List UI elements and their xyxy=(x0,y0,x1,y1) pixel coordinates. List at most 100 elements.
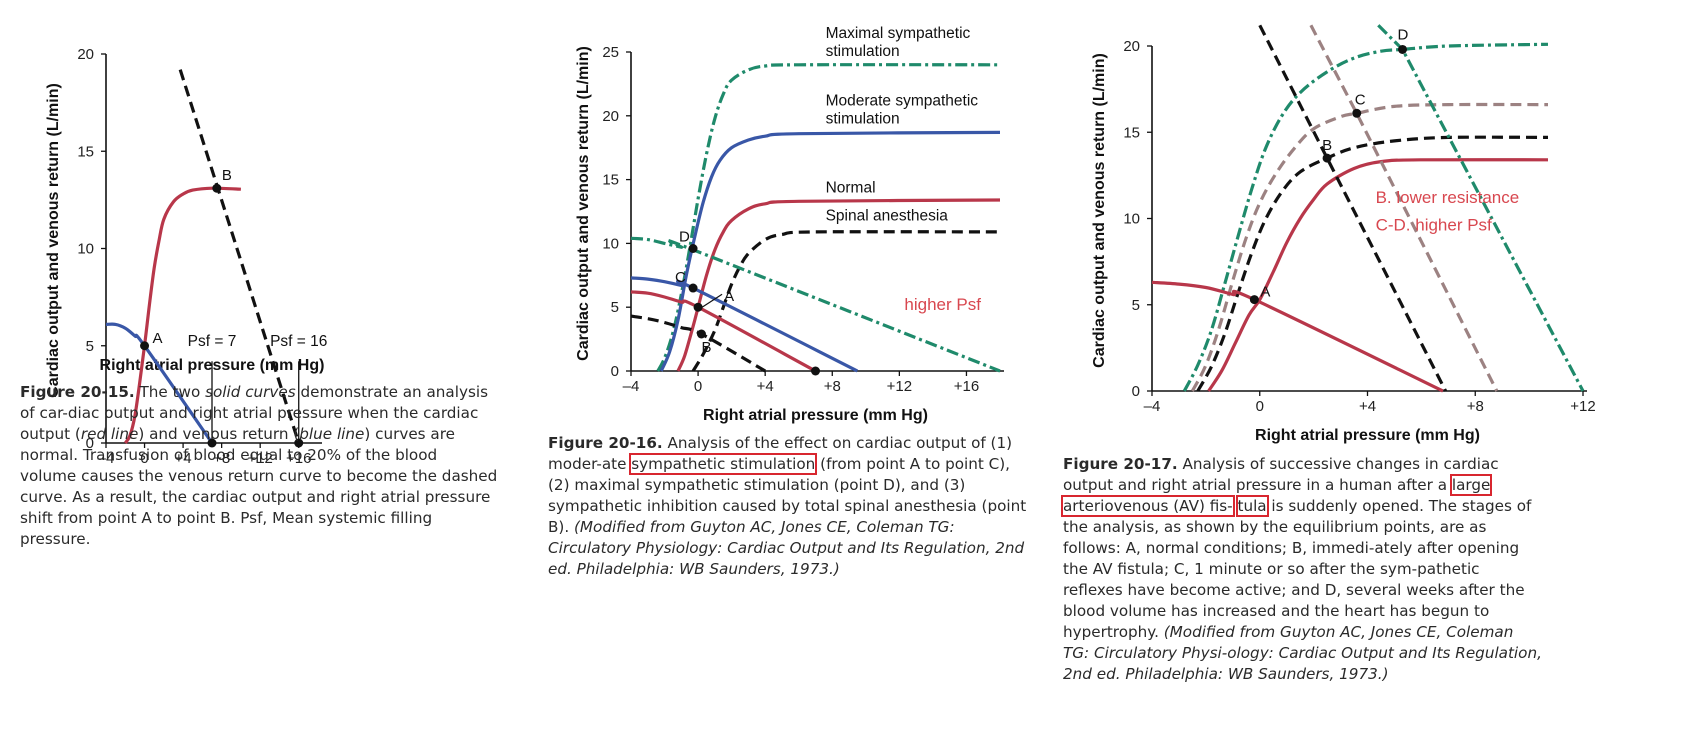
equilibrium-point xyxy=(693,302,703,312)
point-label: A xyxy=(724,288,734,305)
x-tick-label: +8 xyxy=(213,450,230,467)
point-label: B xyxy=(222,167,232,184)
series-line-black xyxy=(691,230,1001,372)
annotation-highlight: higher Psf xyxy=(904,295,981,314)
x-axis-label: Right atrial pressure (mm Hg) xyxy=(703,407,928,424)
y-tick-label: 5 xyxy=(1132,297,1140,314)
equilibrium-point xyxy=(688,283,698,293)
series-line-red xyxy=(676,198,1001,372)
y-tick-label: 15 xyxy=(602,172,619,189)
x-tick-label: +8 xyxy=(824,378,841,395)
equilibrium-point xyxy=(1249,295,1259,305)
x-tick-label: +16 xyxy=(954,378,979,395)
point-label: C xyxy=(1355,91,1366,108)
caption-italic: solid curves xyxy=(205,383,296,401)
y-axis-label: Cardiac output and venous return (L/min) xyxy=(45,83,62,398)
y-tick-label: 10 xyxy=(602,235,619,252)
series-line-blue xyxy=(105,322,214,444)
x-tick-label: –4 xyxy=(98,450,115,467)
annotation-label: stimulation xyxy=(826,110,900,127)
equilibrium-point xyxy=(212,183,222,193)
caption-italic: (Modified from Guyton AC, Jones CE, Cole… xyxy=(1063,623,1542,683)
y-tick-label: 0 xyxy=(86,435,94,452)
y-tick-label: 25 xyxy=(602,44,619,61)
y-tick-label: 0 xyxy=(611,363,619,380)
caption-text: The two xyxy=(134,383,206,401)
y-tick-label: 5 xyxy=(86,338,94,355)
y-axis-label: Cardiac output and venous return (L/min) xyxy=(1091,53,1108,368)
caption-figure-20-15: Figure 20-15. The two solid curves demon… xyxy=(20,382,498,550)
caption-text: ) curves are normal. Transfusion of bloo… xyxy=(20,425,498,548)
point-a-leader xyxy=(701,293,723,308)
point-label: B xyxy=(701,339,711,356)
x-tick-label: +12 xyxy=(1570,398,1595,415)
figure-20-17-panel: –4 0 +4 +8 +12 0 5 10 15 20 Right atrial pressure … xyxy=(1060,0,1690,732)
series-line-blue xyxy=(630,276,859,373)
y-tick-label: 20 xyxy=(1123,38,1140,55)
equilibrium-point xyxy=(1322,153,1332,163)
equilibrium-point xyxy=(140,341,150,351)
annotation-label: Moderate sympathetic xyxy=(826,93,979,110)
caption-text: is suddenly opened. The stages of the an… xyxy=(1063,497,1532,641)
series-line-red xyxy=(1207,158,1549,392)
series-line-black xyxy=(1196,135,1549,392)
annotation-label: Normal xyxy=(826,179,876,196)
caption-italic: blue line xyxy=(299,425,365,443)
equilibrium-point xyxy=(1352,108,1362,118)
x-tick-label: +4 xyxy=(757,378,774,395)
series-line-black xyxy=(1258,24,1448,392)
equilibrium-point xyxy=(207,438,217,448)
series-line-green xyxy=(630,236,1001,373)
figure-20-16-panel: –4 0 +4 +8 +12 +16 0 5 10 15 20 25 Right atrial pres… xyxy=(548,0,1070,732)
y-tick-label: 0 xyxy=(1132,383,1140,400)
caption-figure-20-16: Figure 20-16. Analysis of the effect on … xyxy=(548,433,1030,580)
y-tick-label: 15 xyxy=(77,143,94,160)
annotation-label: Psf = 7 xyxy=(188,333,237,350)
x-tick-label: 0 xyxy=(694,378,702,395)
y-tick-label: 5 xyxy=(611,299,619,316)
caption-highlight: sympathetic stimulation xyxy=(629,453,818,475)
x-tick-label: +4 xyxy=(175,450,192,467)
equilibrium-point xyxy=(696,329,706,339)
series-line-red xyxy=(630,290,817,373)
caption-figure-20-17: Figure 20-17. Analysis of successive cha… xyxy=(1060,454,1543,685)
x-tick-label: +16 xyxy=(286,450,311,467)
caption-text: demonstrate an analysis of car-diac outp… xyxy=(20,383,488,443)
caption-text: Analysis of the effect on cardiac output… xyxy=(548,434,1013,473)
point-label: D xyxy=(679,229,690,246)
equilibrium-point xyxy=(811,366,820,376)
y-tick-label: 15 xyxy=(1123,124,1140,141)
series-line-red xyxy=(1151,280,1444,393)
series-line-black xyxy=(630,314,767,373)
annotation-label: Maximal sympathetic xyxy=(826,25,971,42)
series-line-mauve xyxy=(1309,24,1499,392)
caption-italic: red line xyxy=(80,425,139,443)
caption-label: Figure 20-16. xyxy=(548,434,663,452)
series-line-black xyxy=(178,69,301,444)
x-tick-label: +12 xyxy=(247,450,272,467)
series-line-red xyxy=(123,186,241,444)
x-tick-label: 0 xyxy=(140,450,148,467)
caption-text: ) and venous return ( xyxy=(138,425,300,443)
point-label: A xyxy=(153,330,163,347)
series-line-blue xyxy=(659,130,1001,372)
annotation-label: Psf = 16 xyxy=(270,333,327,350)
point-label: B xyxy=(1322,137,1332,154)
caption-label: Figure 20-15. xyxy=(20,383,135,401)
caption-italic: (Modified from Guyton AC, Jones CE, Cole… xyxy=(548,518,1025,578)
caption-text: Analysis of successive changes in cardia… xyxy=(1063,455,1499,494)
series-line-green xyxy=(1377,24,1585,392)
equilibrium-point xyxy=(1398,44,1408,54)
x-tick-label: –4 xyxy=(1144,398,1161,415)
x-axis-label: Right atrial pressure (mm Hg) xyxy=(1255,427,1480,444)
y-tick-label: 20 xyxy=(77,46,94,63)
x-tick-label: 0 xyxy=(1256,398,1264,415)
caption-highlight: large arteriovenous (AV) fis- xyxy=(1060,474,1493,517)
annotation-label: stimulation xyxy=(826,43,900,60)
figure-20-15-panel: –4 0 +4 +8 +12 +16 0 5 10 15 20 Right atrial pressu… xyxy=(0,0,560,732)
x-tick-label: +4 xyxy=(1359,398,1376,415)
annotation-highlight: C-D. higher Psf xyxy=(1376,216,1492,235)
